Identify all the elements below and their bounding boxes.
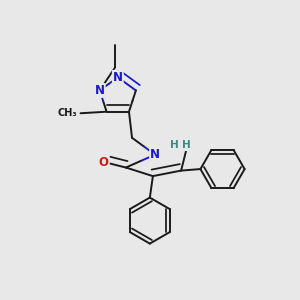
Text: N: N xyxy=(113,71,123,84)
Text: O: O xyxy=(99,155,109,169)
Text: N: N xyxy=(150,148,160,161)
Text: CH₃: CH₃ xyxy=(58,108,77,118)
Text: H: H xyxy=(182,140,191,150)
Text: N: N xyxy=(95,84,105,97)
Text: H: H xyxy=(170,140,178,150)
